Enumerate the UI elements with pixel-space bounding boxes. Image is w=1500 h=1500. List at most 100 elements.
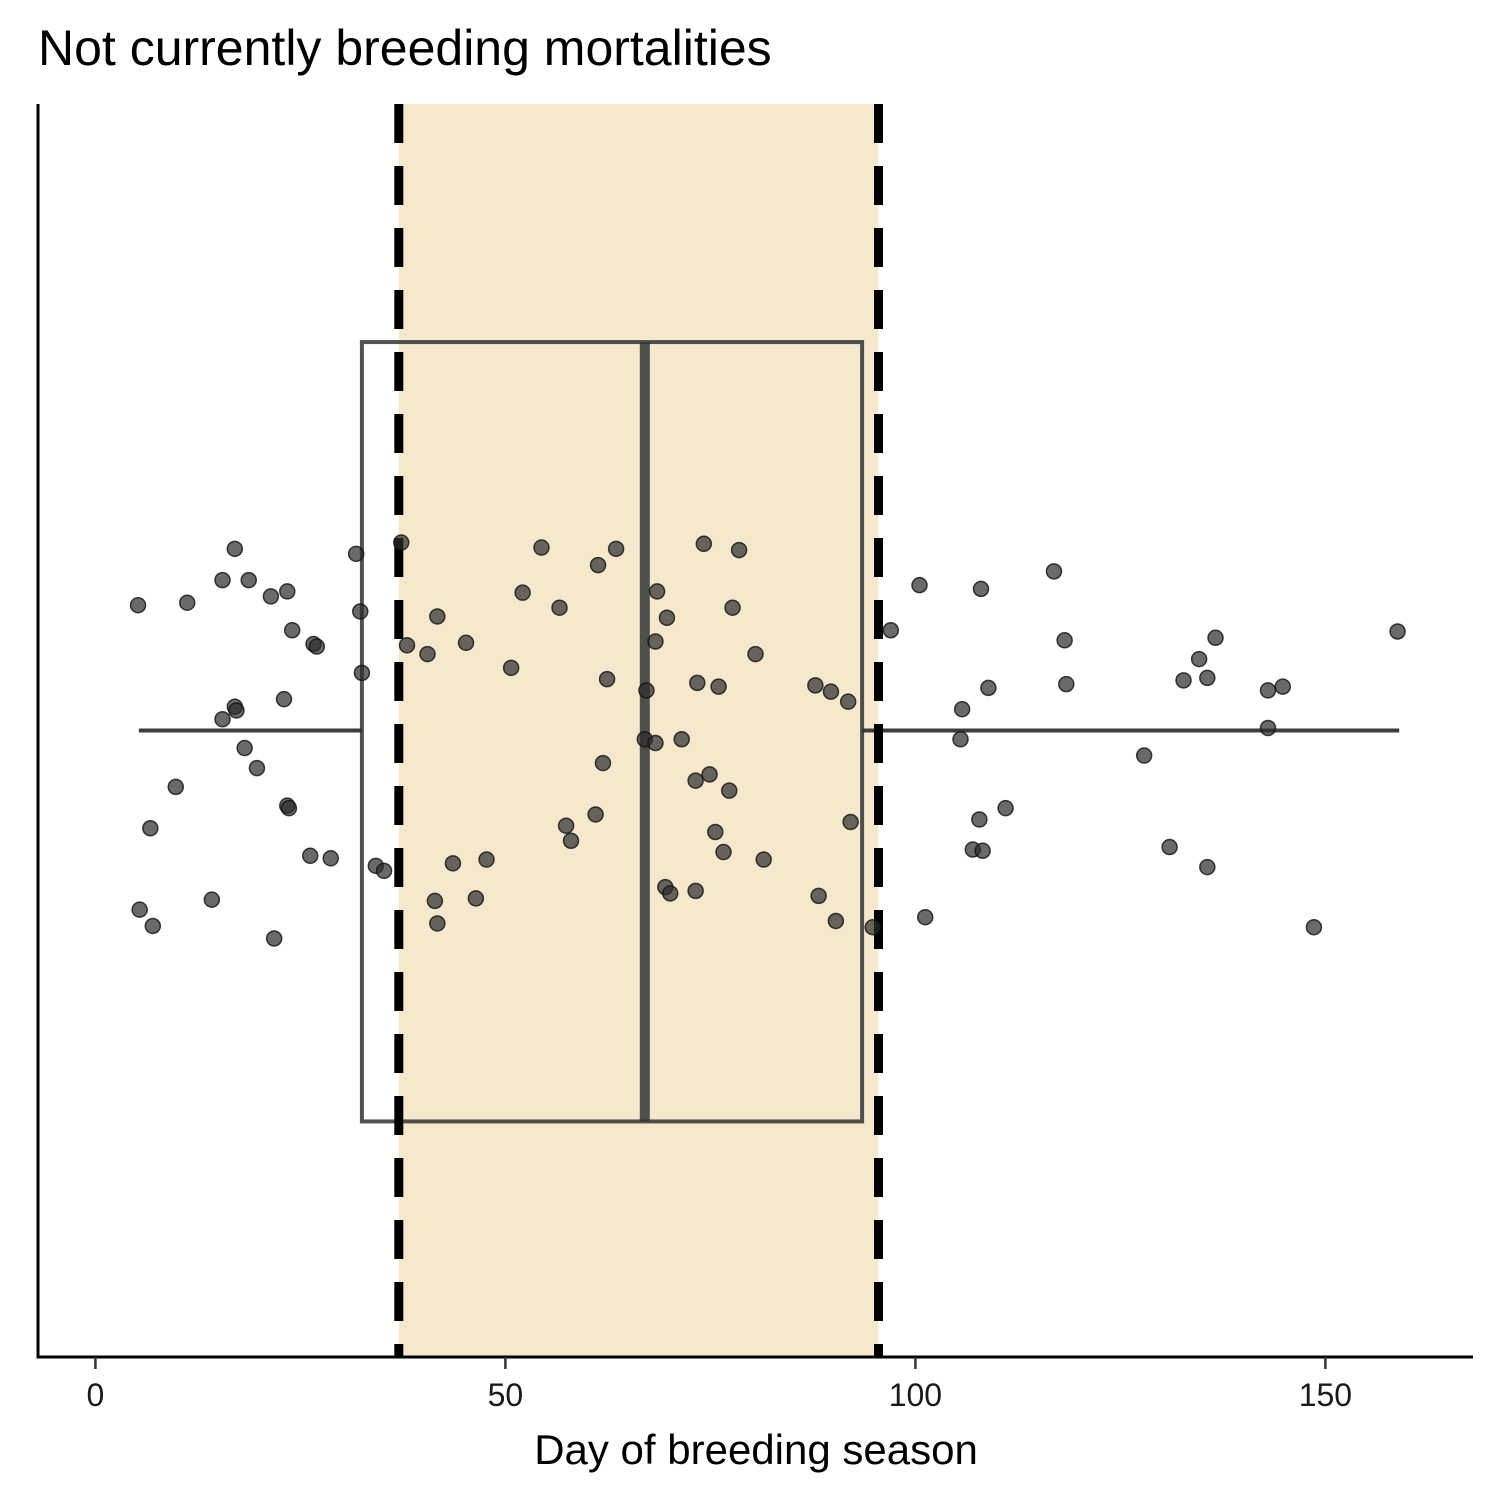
data-point bbox=[638, 682, 655, 699]
data-point bbox=[687, 882, 704, 900]
data-point bbox=[647, 633, 664, 650]
data-point bbox=[1190, 650, 1208, 668]
data-point bbox=[721, 782, 738, 799]
chart-title: Not currently breeding mortalities bbox=[38, 20, 772, 76]
data-point bbox=[598, 670, 616, 688]
data-point bbox=[1135, 747, 1153, 764]
breeding-window-lines bbox=[394, 104, 883, 1357]
data-point bbox=[647, 734, 664, 752]
data-point bbox=[658, 609, 676, 626]
box-iqr bbox=[359, 340, 865, 1124]
data-point bbox=[807, 677, 824, 694]
data-point bbox=[551, 599, 568, 616]
data-point bbox=[701, 766, 718, 783]
data-point bbox=[265, 930, 283, 947]
data-point bbox=[730, 541, 748, 559]
data-point bbox=[557, 817, 575, 834]
data-point bbox=[1058, 675, 1075, 693]
data-point bbox=[587, 806, 604, 823]
data-point bbox=[648, 583, 666, 600]
data-point bbox=[953, 700, 971, 718]
data-point bbox=[695, 535, 713, 553]
data-point bbox=[393, 534, 410, 551]
data-point bbox=[131, 901, 148, 918]
data-point bbox=[972, 580, 990, 598]
data-point bbox=[827, 912, 845, 930]
data-point bbox=[974, 842, 991, 860]
data-point bbox=[457, 634, 475, 652]
data-point bbox=[167, 778, 185, 796]
x-tick-label: 50 bbox=[488, 1377, 524, 1413]
data-point bbox=[502, 659, 520, 677]
data-point bbox=[203, 891, 221, 908]
data-point bbox=[882, 622, 900, 639]
data-point bbox=[375, 862, 393, 880]
data-point bbox=[980, 679, 997, 697]
data-point bbox=[1305, 918, 1323, 936]
data-point bbox=[228, 702, 245, 719]
data-point bbox=[144, 917, 162, 935]
data-point bbox=[214, 571, 231, 589]
data-point bbox=[1056, 632, 1073, 649]
data-point bbox=[129, 596, 147, 614]
data-point bbox=[755, 851, 772, 868]
x-tick-label: 150 bbox=[1299, 1377, 1352, 1413]
data-point bbox=[1161, 838, 1178, 856]
data-point bbox=[1274, 678, 1292, 695]
data-point bbox=[322, 850, 339, 867]
data-point bbox=[398, 637, 416, 654]
data-point bbox=[952, 731, 969, 748]
data-point bbox=[822, 683, 840, 700]
data-point bbox=[214, 710, 231, 728]
points-layer bbox=[129, 534, 1406, 947]
data-point bbox=[687, 772, 704, 789]
data-point bbox=[997, 799, 1014, 817]
data-point bbox=[1045, 563, 1063, 580]
data-point bbox=[1199, 858, 1216, 876]
data-point bbox=[353, 664, 371, 682]
data-point bbox=[142, 819, 159, 837]
data-point bbox=[283, 622, 301, 639]
data-point bbox=[562, 832, 580, 850]
data-point bbox=[607, 540, 625, 558]
data-point bbox=[178, 594, 196, 611]
data-point bbox=[429, 915, 446, 932]
data-point bbox=[747, 645, 764, 663]
data-point bbox=[724, 599, 741, 616]
breeding-window-band bbox=[398, 104, 879, 1357]
x-tick-label: 0 bbox=[87, 1377, 105, 1413]
data-point bbox=[533, 539, 550, 556]
data-point bbox=[911, 576, 928, 594]
data-point bbox=[444, 855, 462, 872]
data-point bbox=[262, 588, 280, 605]
data-point bbox=[240, 571, 257, 589]
data-point bbox=[1199, 669, 1216, 687]
x-tick-label: 100 bbox=[889, 1377, 942, 1413]
x-axis-title: Day of breeding season bbox=[534, 1426, 978, 1473]
data-point bbox=[429, 608, 446, 625]
data-point bbox=[236, 739, 253, 757]
data-point bbox=[280, 799, 298, 817]
data-point bbox=[673, 731, 690, 748]
data-point bbox=[226, 540, 244, 558]
data-point bbox=[916, 908, 934, 926]
data-point bbox=[1175, 672, 1192, 689]
data-point bbox=[661, 885, 679, 902]
data-point bbox=[419, 645, 436, 663]
breeding-window-layer bbox=[398, 104, 879, 1357]
data-point bbox=[426, 892, 444, 910]
x-axis-ticks: 0 50 100 150 bbox=[87, 1357, 1352, 1413]
data-point bbox=[275, 690, 293, 708]
data-point bbox=[478, 851, 495, 868]
data-point bbox=[1259, 719, 1277, 737]
data-point bbox=[689, 674, 706, 692]
data-point bbox=[839, 693, 857, 710]
data-point bbox=[715, 843, 732, 861]
data-point bbox=[710, 678, 727, 695]
data-point bbox=[864, 918, 882, 936]
data-point bbox=[352, 603, 369, 620]
data-point bbox=[301, 847, 319, 865]
data-point bbox=[347, 545, 365, 563]
